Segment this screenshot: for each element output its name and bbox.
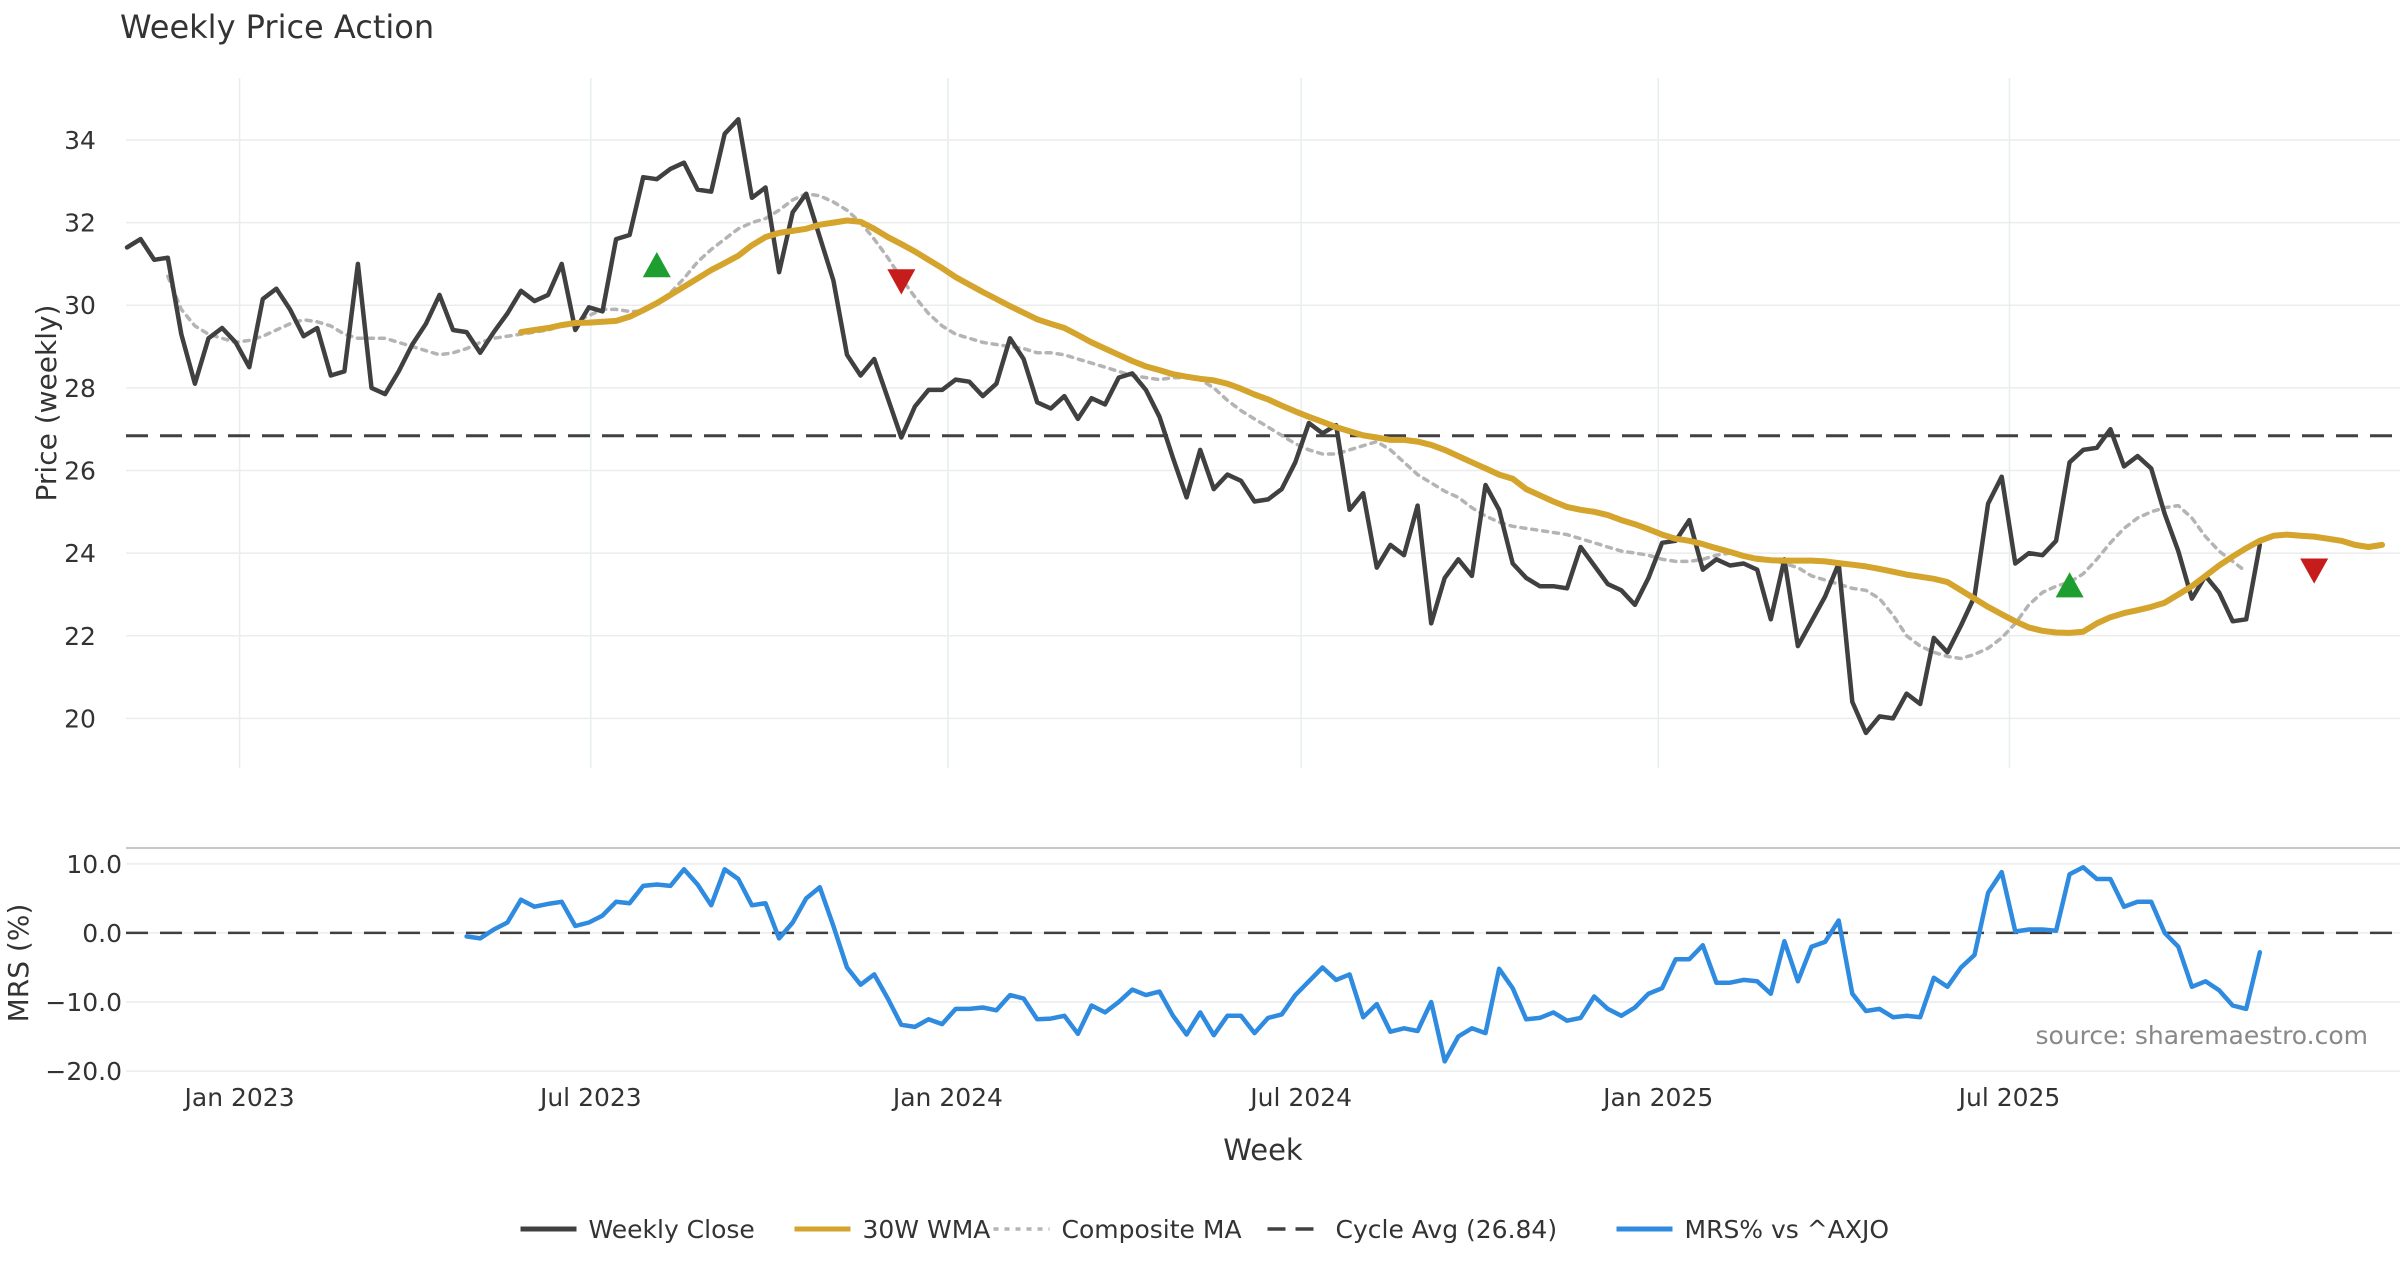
legend-label: Cycle Avg (26.84): [1336, 1215, 1558, 1244]
mrs-series-layer: [464, 865, 2263, 1064]
x-tick-label: Jul 2025: [1957, 1083, 2061, 1112]
mrs-line: [464, 865, 2263, 1064]
x-tick-label: Jul 2023: [538, 1083, 642, 1112]
price-y-axis-label: Price (weekly): [30, 305, 63, 502]
mrs-y-tick-label: 10.0: [66, 850, 122, 879]
x-tick-label: Jan 2023: [183, 1083, 295, 1112]
x-axis-label: Week: [1223, 1133, 1303, 1167]
x-tick-label: Jan 2024: [891, 1083, 1003, 1112]
mrs-y-tick-label: −20.0: [45, 1057, 122, 1086]
price-y-tick-label: 28: [64, 374, 96, 403]
x-axis-ticks: Jan 2023 Jul 2023 Jan 2024 Jul 2024 Jan 2025…: [183, 1083, 2061, 1112]
mrs-y-axis-label: MRS (%): [2, 904, 35, 1023]
price-y-tick-label: 26: [64, 457, 96, 486]
price-y-ticks: 20 22 24 26 28 30 32 34: [64, 126, 96, 733]
buy-signal-marker: [2055, 572, 2084, 598]
mrs-y-tick-label: 0.0: [82, 919, 122, 948]
x-tick-label: Jan 2025: [1601, 1083, 1713, 1112]
legend-label: Weekly Close: [589, 1215, 755, 1244]
price-y-tick-label: 22: [64, 622, 96, 651]
legend: Weekly Close 30W WMA Composite MA Cycle Avg…: [520, 1215, 1890, 1244]
sell-signal-marker: [887, 269, 916, 295]
mrs-y-ticks: 10.0 0.0 −10.0 −20.0: [45, 850, 122, 1086]
30w-wma-line: [518, 217, 2386, 636]
price-y-tick-label: 30: [64, 291, 96, 320]
legend-label: MRS% vs ^AXJO: [1685, 1215, 1890, 1244]
mrs-y-tick-label: −10.0: [45, 988, 122, 1017]
price-y-tick-label: 20: [64, 704, 96, 733]
weekly-close-line: [124, 117, 2263, 736]
buy-signal-marker: [642, 251, 671, 278]
price-y-tick-label: 24: [64, 539, 96, 568]
price-y-tick-label: 32: [64, 209, 96, 238]
price-gridlines: [126, 78, 2400, 768]
sell-signal-marker: [2300, 558, 2329, 584]
legend-label: 30W WMA: [863, 1215, 991, 1244]
signal-markers: [642, 251, 2329, 598]
price-y-tick-label: 34: [64, 126, 96, 155]
x-tick-label: Jul 2024: [1248, 1083, 1352, 1112]
composite-ma-line: [166, 191, 2248, 661]
legend-label: Composite MA: [1062, 1215, 1242, 1244]
price-series-layer: [124, 117, 2386, 736]
chart-title: Weekly Price Action: [120, 8, 434, 46]
source-annotation: source: sharemaestro.com: [2036, 1021, 2369, 1050]
